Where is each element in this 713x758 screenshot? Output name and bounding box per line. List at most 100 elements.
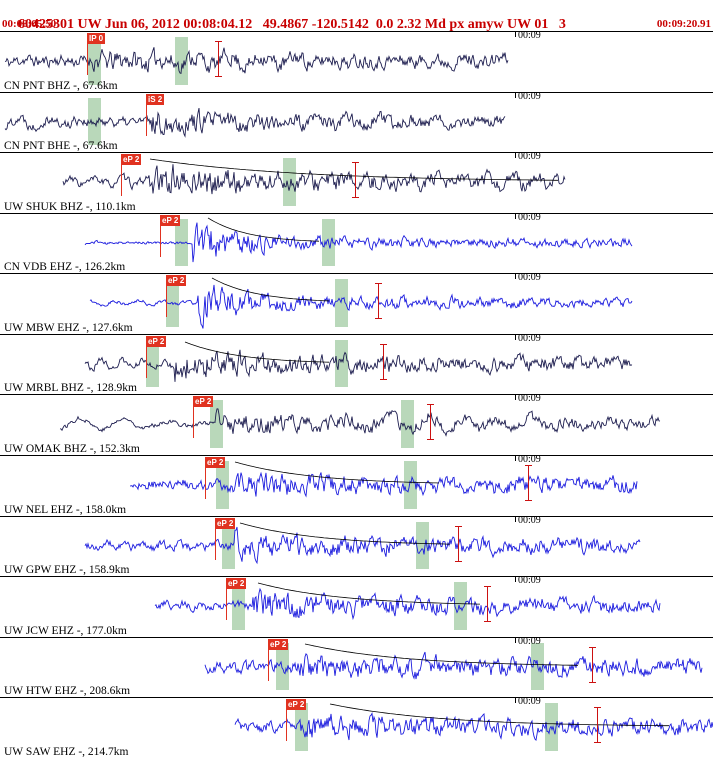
phase-pick-flag[interactable]: eP 2 [226, 578, 247, 590]
waveform [130, 461, 638, 498]
time-tick [515, 516, 516, 522]
phase-pick-flag[interactable]: eP 2 [121, 154, 142, 166]
phase-window-band [88, 97, 101, 146]
phase-pick-label: eP 2 [217, 518, 234, 528]
trace-row[interactable]: eP 2 00:09 UW MBW EHZ -, 127.6km [0, 273, 713, 334]
station-label: UW MRBL BHZ -, 128.9km [4, 382, 137, 395]
phase-pick-label: IP 0 [89, 34, 104, 43]
coda-duration-mark[interactable] [455, 525, 462, 562]
trace-polyline [4, 47, 509, 75]
trace-row[interactable]: IP 0 00:09 CN PNT BHZ -, 67.6km [0, 31, 713, 92]
trace-row[interactable]: eP 2 00:09 UW SHUK BHZ -, 110.1km [0, 152, 713, 213]
station-label: UW MBW EHZ -, 127.6km [4, 321, 133, 334]
coda-duration-mark[interactable] [484, 586, 491, 623]
trace-row[interactable]: eP 2 00:09 UW MRBL BHZ -, 128.9km [0, 333, 713, 395]
coda-decay-curve [257, 582, 480, 605]
time-tick-label: 00:09 [518, 273, 541, 284]
time-tick-label: 00:09 [518, 394, 541, 405]
waveform [84, 522, 641, 564]
phase-pick-flag[interactable]: IP 0 [87, 33, 106, 44]
trace-polyline [234, 712, 713, 742]
trace-row[interactable]: eP 2 00:09 UW HTW EHZ -, 208.6km [0, 636, 713, 698]
phase-pick-flag[interactable]: eP 2 [215, 517, 236, 529]
trace-row[interactable]: eP 2 00:09 CN VDB EHZ -, 126.2km [0, 212, 713, 273]
phase-pick-line [205, 457, 206, 500]
time-tick [515, 92, 516, 98]
waveform [154, 582, 661, 621]
coda-duration-mark[interactable] [352, 162, 359, 199]
time-tick [515, 698, 516, 704]
phase-pick-label: eP 2 [288, 700, 305, 710]
coda-decay-curve [304, 643, 578, 666]
waveform [59, 408, 661, 438]
trace-polyline [84, 349, 633, 382]
trace-row[interactable]: iS 2 00:09 CN PNT BHE -, 67.6km [0, 91, 713, 153]
time-tick [515, 153, 516, 159]
trace-polyline [62, 164, 566, 195]
trace-polyline [59, 408, 661, 438]
phase-pick-label: eP 2 [270, 639, 287, 649]
coda-duration-mark[interactable] [427, 404, 434, 441]
trace-polyline [4, 107, 506, 138]
time-tick-label: 00:09 [518, 515, 541, 526]
trace-row[interactable]: eP 2 00:09 UW NEL EHZ -, 158.0km [0, 455, 713, 516]
coda-decay-curve [184, 341, 330, 363]
coda-duration-mark[interactable] [215, 41, 222, 77]
waveform [4, 107, 506, 138]
trace-polyline [204, 651, 703, 680]
window-end-time: 00:09:20.91 [656, 18, 711, 30]
time-tick-label: 00:09 [518, 31, 541, 41]
phase-window-band [335, 279, 348, 327]
coda-duration-mark[interactable] [589, 646, 596, 683]
phase-pick-line [121, 154, 122, 197]
coda-decay-curve [149, 158, 558, 181]
phase-window-band [401, 400, 414, 449]
phase-pick-flag[interactable]: eP 2 [166, 275, 187, 287]
waveform [234, 703, 713, 742]
phase-pick-flag[interactable]: eP 2 [146, 335, 167, 347]
coda-decay-curve [207, 217, 320, 242]
trace-row[interactable]: eP 2 00:09 UW JCW EHZ -, 177.0km [0, 576, 713, 637]
station-label: UW HTW EHZ -, 208.6km [4, 685, 131, 698]
time-tick-label: 00:09 [518, 455, 541, 466]
time-range-bar: 00:08:05.50 00:09:20.91 [0, 18, 713, 31]
phase-pick-flag[interactable]: eP 2 [193, 396, 214, 408]
trace-polyline [89, 285, 633, 329]
coda-duration-mark[interactable] [380, 343, 387, 380]
waveform [62, 158, 566, 195]
time-tick [515, 395, 516, 401]
time-tick-label: 00:09 [518, 576, 541, 587]
trace-row[interactable]: eP 2 00:09 UW SAW EHZ -, 214.7km [0, 697, 713, 758]
trace-row[interactable]: eP 2 00:09 UW GPW EHZ -, 158.9km [0, 515, 713, 577]
phase-pick-label: eP 2 [123, 155, 140, 165]
station-label: CN PNT BHZ -, 67.6km [4, 79, 118, 92]
phase-pick-flag[interactable]: eP 2 [286, 699, 307, 711]
coda-duration-mark[interactable] [375, 283, 382, 320]
trace-list: IP 0 00:09 CN PNT BHZ -, 67.6km iS 2 00:… [0, 31, 713, 758]
trace-polyline [84, 526, 641, 564]
station-label: CN PNT BHE -, 67.6km [4, 140, 118, 153]
phase-pick-line [286, 699, 287, 742]
phase-window-band [454, 582, 467, 630]
phase-pick-line [166, 275, 167, 318]
phase-pick-line [215, 517, 216, 560]
phase-pick-flag[interactable]: eP 2 [268, 638, 289, 650]
phase-pick-label: eP 2 [162, 215, 179, 225]
phase-pick-flag[interactable]: eP 2 [160, 214, 181, 226]
phase-window-band [175, 37, 188, 85]
station-label: UW SAW EHZ -, 214.7km [4, 745, 129, 758]
phase-pick-flag[interactable]: eP 2 [205, 457, 226, 469]
time-tick [515, 334, 516, 340]
trace-row[interactable]: eP 2 00:09 UW OMAK BHZ -, 152.3km [0, 394, 713, 455]
time-tick-label: 00:09 [518, 91, 541, 102]
coda-duration-mark[interactable] [594, 707, 601, 744]
time-tick-label: 00:09 [518, 636, 541, 647]
time-tick [515, 32, 516, 37]
station-label: UW GPW EHZ -, 158.9km [4, 564, 130, 577]
coda-decay-curve [234, 461, 440, 484]
waveform [84, 217, 633, 262]
phase-window-band [216, 461, 229, 509]
phase-pick-flag[interactable]: iS 2 [146, 93, 165, 105]
coda-decay-curve [329, 703, 669, 727]
coda-duration-mark[interactable] [525, 465, 532, 502]
